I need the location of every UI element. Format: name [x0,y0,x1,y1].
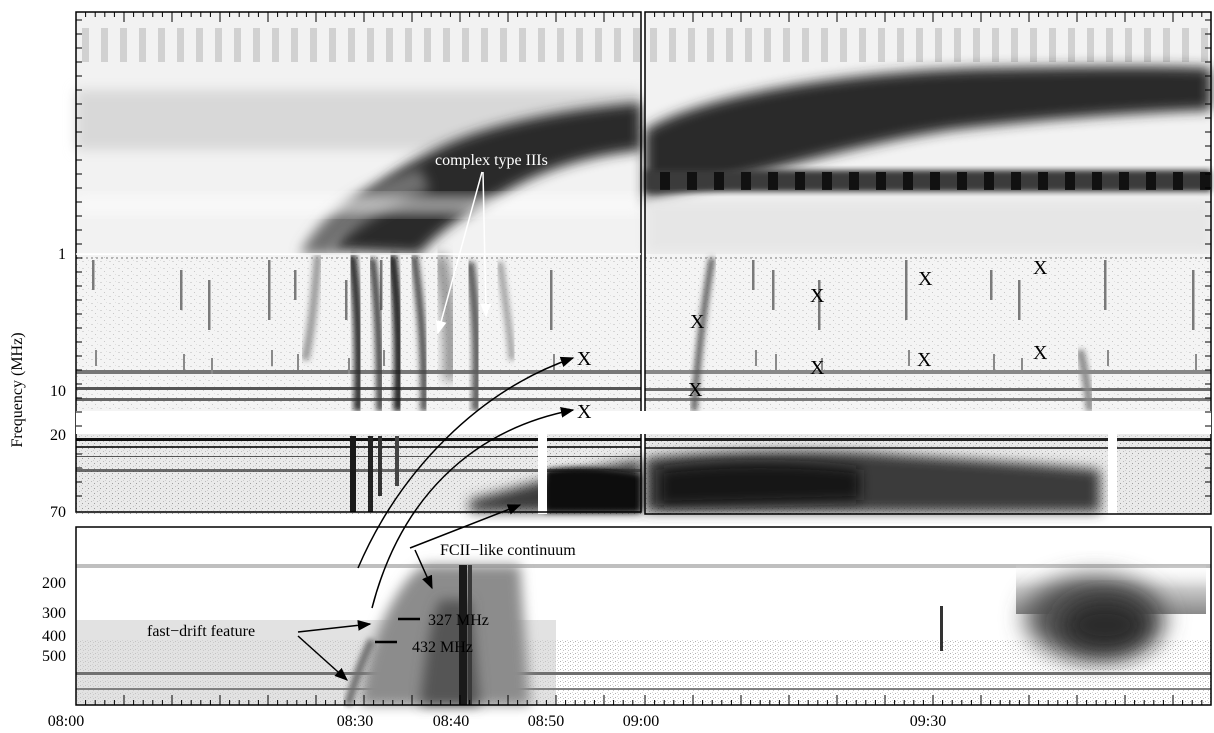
upper-spectrum-left [76,12,641,254]
annotation-327mhz: 327 MHz [428,612,489,629]
y-tick-label: 20 [50,427,66,444]
vertical-interference-right [752,260,1197,374]
annotation-432mhz: 432 MHz [412,639,473,656]
annotation-fast-drift: fast−drift feature [147,623,255,640]
y-tick-label: 500 [42,648,66,665]
lower-spectrum-right [645,434,1211,514]
x-marker: X [577,401,592,423]
upper-spectrum-right [645,12,1211,254]
x-marker: X [1033,257,1048,279]
periodic-stripes-right [650,28,1208,62]
y-tick-label: 1 [58,246,66,263]
y-tick-label: 70 [50,504,66,521]
mid-spectrum-right [645,255,1211,412]
x-tick-label: 08:30 [337,713,373,730]
y-tick-labels: 1 10 20 70 200 300 400 500 [42,246,66,665]
y-tick-label: 200 [42,575,66,592]
periodic-stripes-left [82,28,640,62]
x-tick-label: 09:00 [623,713,659,730]
x-tick-label: 08:50 [528,713,564,730]
x-markers: X X X X X X X X X X [577,257,1048,423]
gap-band [76,411,1211,434]
y-tick-label: 10 [50,383,66,400]
x-marker: X [688,379,703,401]
axis-ticks [75,12,1211,705]
y-tick-label: 400 [42,628,66,645]
mid-spectrum-left [76,254,641,412]
lower-spectrum-left [76,434,641,514]
x-marker: X [577,348,592,370]
dashed-band-right [660,172,1210,190]
x-marker: X [690,311,705,333]
x-tick-labels: 08:00 08:30 08:40 08:50 09:00 09:30 [48,713,946,730]
x-marker: X [810,285,825,307]
x-tick-label: 08:40 [433,713,469,730]
x-marker: X [810,357,825,379]
bottom-spectrum [76,529,1211,707]
panel-frames [75,11,1212,706]
x-tick-label: 09:30 [910,713,946,730]
x-marker: X [918,268,933,290]
x-marker: X [1033,342,1048,364]
vertical-interference-left [92,260,555,374]
x-marker: X [917,349,932,371]
annotation-fcii-continuum: FCII−like continuum [440,542,576,559]
y-axis-label: Frequency (MHz) [9,332,26,447]
x-tick-label: 08:00 [48,713,84,730]
annotations: complex type IIIs X X X X X X X X X X FC… [147,152,1048,681]
annotation-complex-type-iii: complex type IIIs [435,152,548,169]
y-tick-label: 300 [42,605,66,622]
